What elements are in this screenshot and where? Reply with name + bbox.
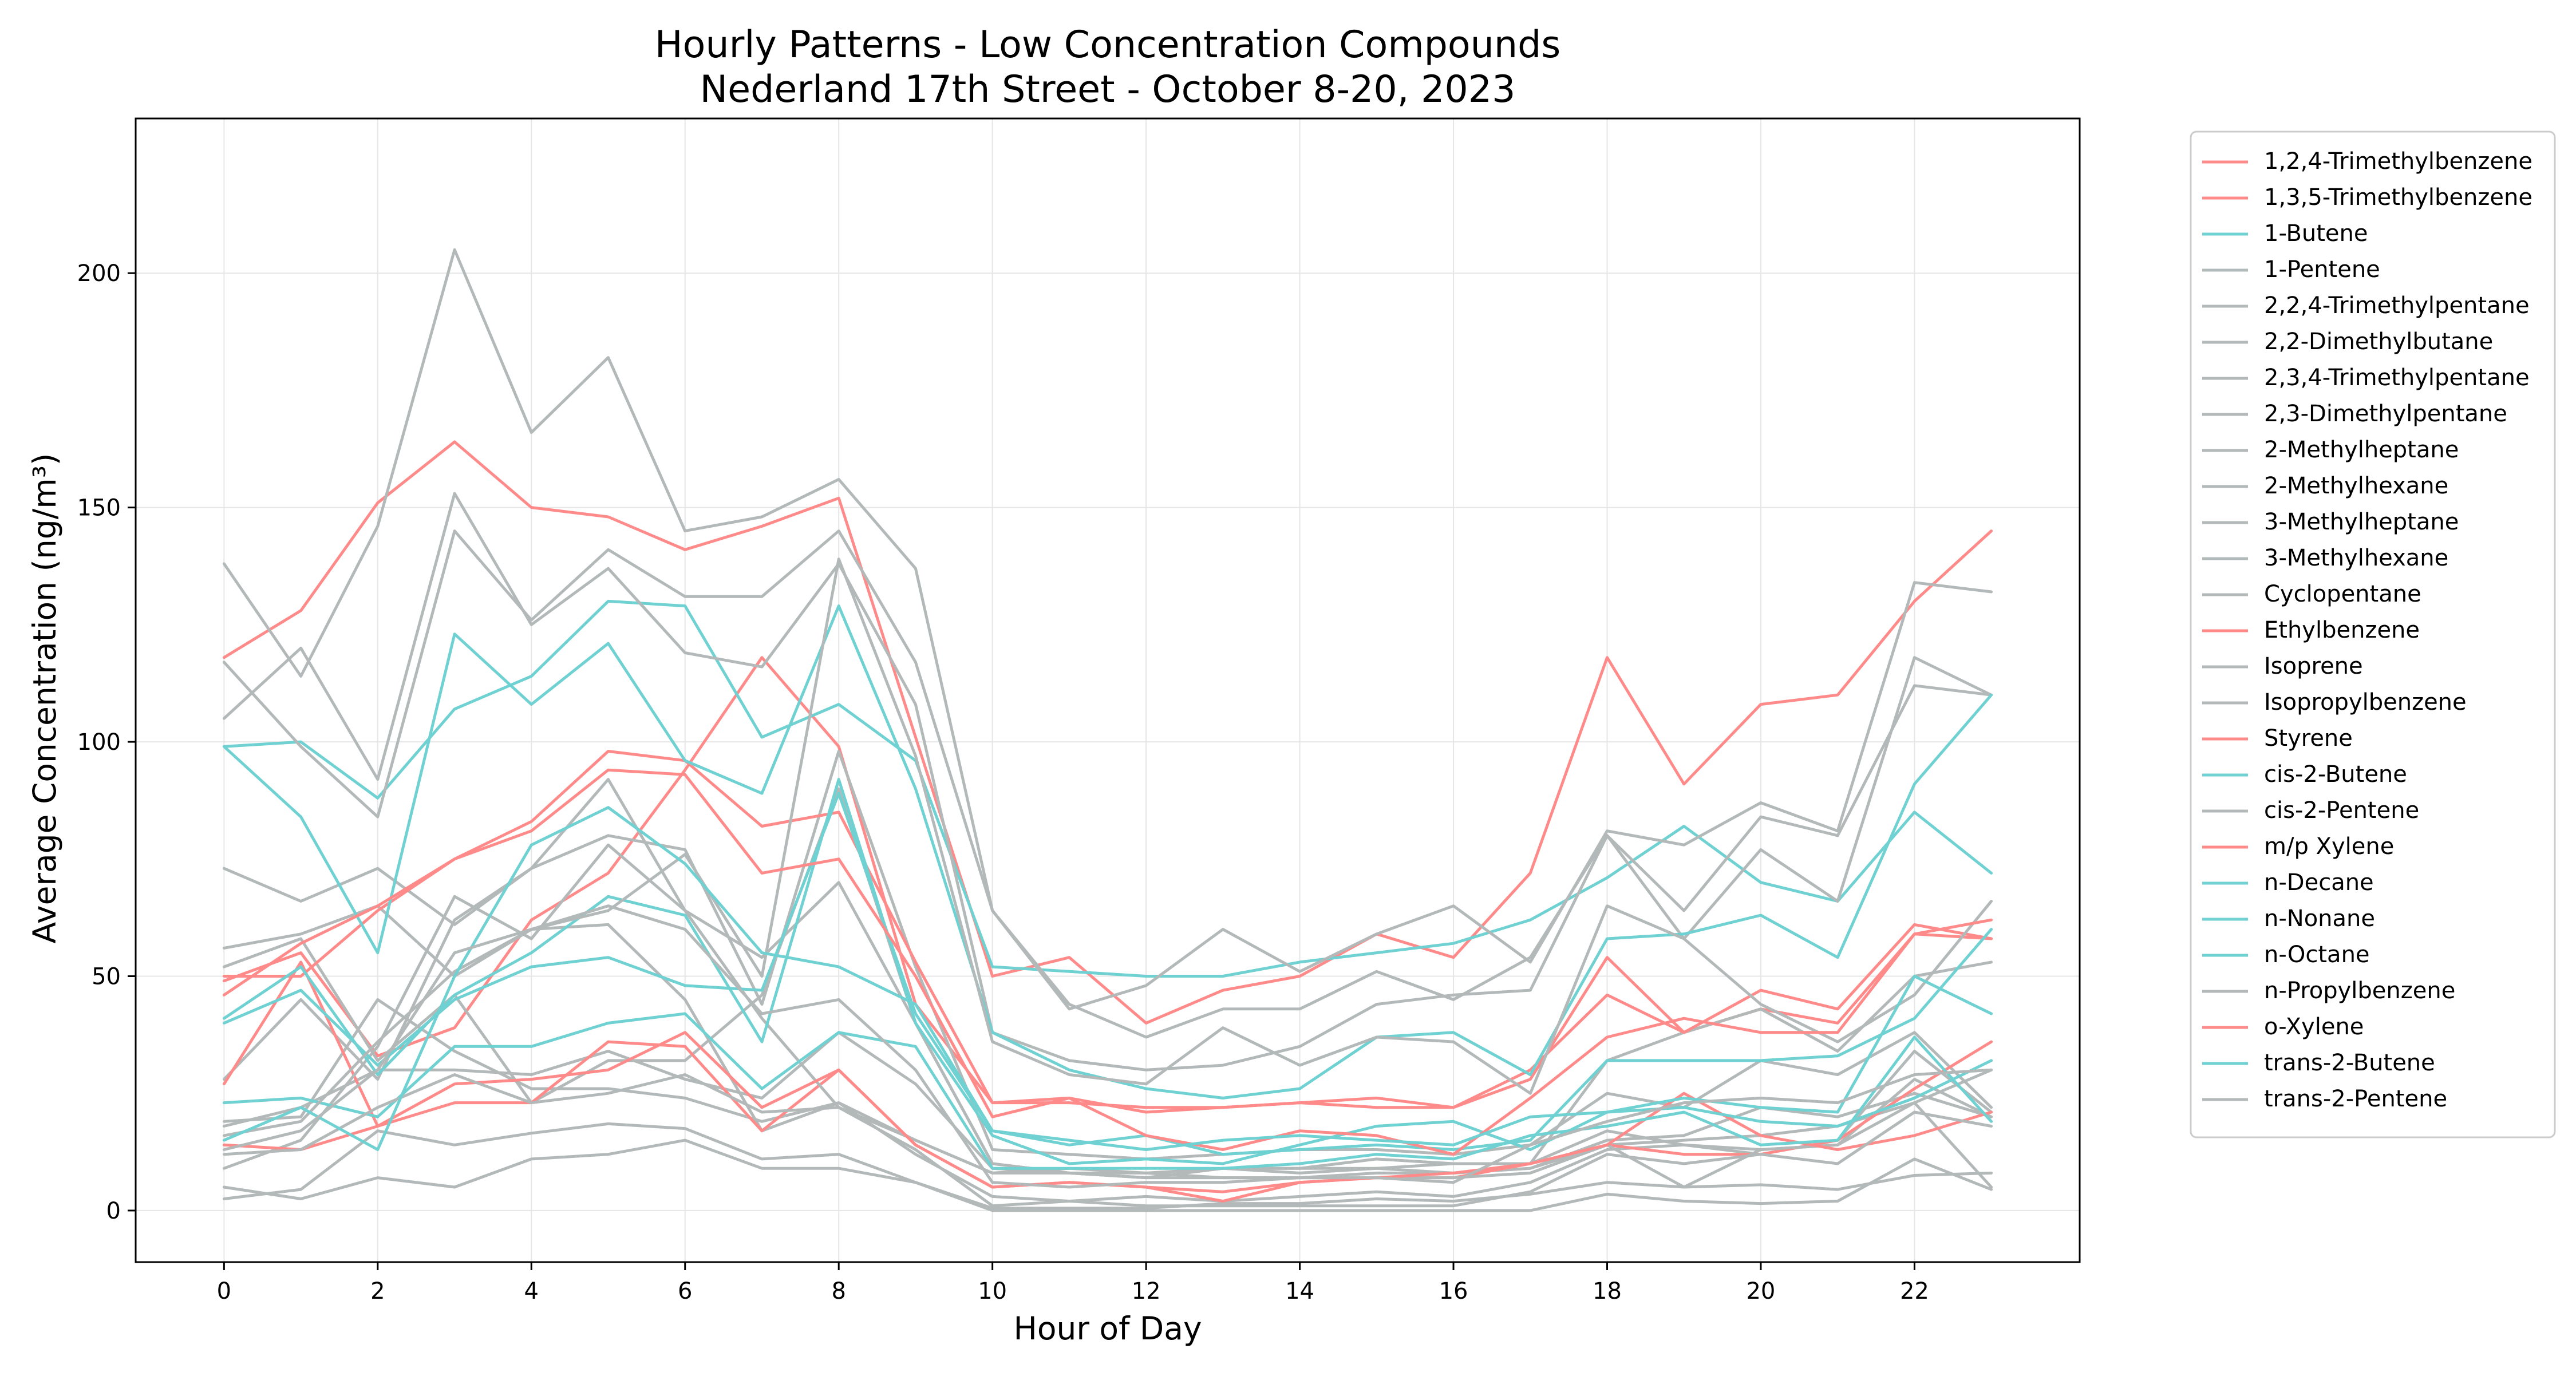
- plot-frame: [135, 117, 2081, 1263]
- series-line-1-2-4-trimethylbenzene: [222, 440, 1993, 1025]
- legend-label: 2-Methylhexane: [2264, 473, 2448, 499]
- x-tick-label: 12: [1132, 1278, 1161, 1304]
- legend-label: 3-Methylhexane: [2264, 545, 2448, 571]
- y-tick-label: 50: [92, 964, 121, 990]
- legend-label: trans-2-Butene: [2264, 1050, 2435, 1076]
- y-tick-label: 150: [77, 495, 121, 521]
- series-line-1-butene: [222, 599, 1993, 978]
- x-tick-label: 6: [678, 1278, 692, 1304]
- x-tick-label: 22: [1900, 1278, 1929, 1304]
- legend-label: Styrene: [2264, 725, 2353, 752]
- series-line-isopropylbenzene: [222, 1122, 1993, 1212]
- series-line-cis-2-pentene: [222, 1073, 1993, 1208]
- x-tick-label: 2: [370, 1278, 385, 1304]
- legend-label: 3-Methylheptane: [2264, 509, 2459, 535]
- legend-label: cis-2-Butene: [2264, 761, 2407, 788]
- grid: [136, 118, 2080, 1262]
- legend-label: Cyclopentane: [2264, 581, 2421, 607]
- series-line-n-propylbenzene: [222, 557, 1993, 1137]
- x-tick-label: 14: [1285, 1278, 1314, 1304]
- legend-label: n-Octane: [2264, 942, 2370, 968]
- legend-label: 2,3,4-Trimethylpentane: [2264, 365, 2530, 391]
- legend-label: n-Decane: [2264, 869, 2374, 896]
- series-line-n-nonane: [222, 778, 1993, 1165]
- legend-label: o-Xylene: [2264, 1014, 2364, 1040]
- series-line-cis-2-butene: [222, 1012, 1993, 1170]
- series-line-trans-2-pentene: [222, 904, 1993, 1189]
- legend-label: n-Nonane: [2264, 906, 2375, 932]
- legend-box: [2190, 131, 2556, 1138]
- chart-title: Hourly Patterns - Low Concentration Comp…: [655, 23, 1560, 66]
- legend-label: 1,2,4-Trimethylbenzene: [2264, 148, 2532, 175]
- x-axis-title: Hour of Day: [1013, 1310, 1202, 1347]
- series-line-n-decane: [222, 604, 1993, 1100]
- x-tick-label: 10: [978, 1278, 1007, 1304]
- series-line-3-methylhexane: [222, 529, 1993, 1039]
- y-tick-label: 0: [106, 1198, 121, 1224]
- axes: 0 2 4 6 8 10 12 14 16 18 20 22 0 50 100 150 200: [77, 117, 2081, 1304]
- legend-label: 2,2-Dimethylbutane: [2264, 329, 2493, 355]
- legend-label: 2,2,4-Trimethylpentane: [2264, 292, 2530, 319]
- series-line-1-pentene: [222, 248, 1993, 1011]
- x-tick-label: 0: [217, 1278, 231, 1304]
- x-tick-label: 16: [1439, 1278, 1468, 1304]
- y-tick-label: 100: [77, 729, 121, 756]
- legend: 1,2,4-Trimethylbenzene 1,3,5-Trimethylben…: [2190, 131, 2556, 1138]
- legend-label: m/p Xylene: [2264, 833, 2394, 860]
- legend-label: 2,3-Dimethylpentane: [2264, 401, 2507, 427]
- series-line-n-octane: [222, 792, 1993, 1156]
- legend-label: 2-Methylheptane: [2264, 437, 2459, 463]
- series-line-o-xylene: [222, 768, 1993, 1156]
- legend-label: cis-2-Pentene: [2264, 797, 2419, 824]
- series-line-m-p-xylene: [222, 750, 1993, 1109]
- x-tick-label: 18: [1593, 1278, 1622, 1304]
- x-tick-label: 4: [524, 1278, 539, 1304]
- x-tick-label: 8: [831, 1278, 846, 1304]
- legend-label: trans-2-Pentene: [2264, 1086, 2447, 1112]
- series-lines: [222, 248, 1993, 1212]
- legend-label: 1,3,5-Trimethylbenzene: [2264, 184, 2532, 211]
- legend-label: Isoprene: [2264, 653, 2363, 679]
- y-axis-title: Average Concentration (ng/m³): [26, 453, 63, 944]
- legend-label: 1-Butene: [2264, 220, 2368, 247]
- series-line-3-methylheptane: [222, 998, 1993, 1180]
- legend-label: n-Propylbenzene: [2264, 978, 2455, 1004]
- series-line-isoprene: [222, 843, 1993, 1189]
- legend-label: 1-Pentene: [2264, 256, 2380, 283]
- chart-subtitle: Nederland 17th Street - October 8-20, 20…: [700, 68, 1516, 111]
- legend-label: Isopropylbenzene: [2264, 689, 2467, 715]
- series-line-cyclopentane: [222, 1138, 1993, 1210]
- x-tick-label: 20: [1746, 1278, 1775, 1304]
- legend-label: Ethylbenzene: [2264, 617, 2420, 643]
- series-line-2-2-dimethylbutane: [222, 492, 1993, 1071]
- series-line-trans-2-butene: [222, 806, 1993, 1151]
- y-tick-label: 200: [77, 260, 121, 287]
